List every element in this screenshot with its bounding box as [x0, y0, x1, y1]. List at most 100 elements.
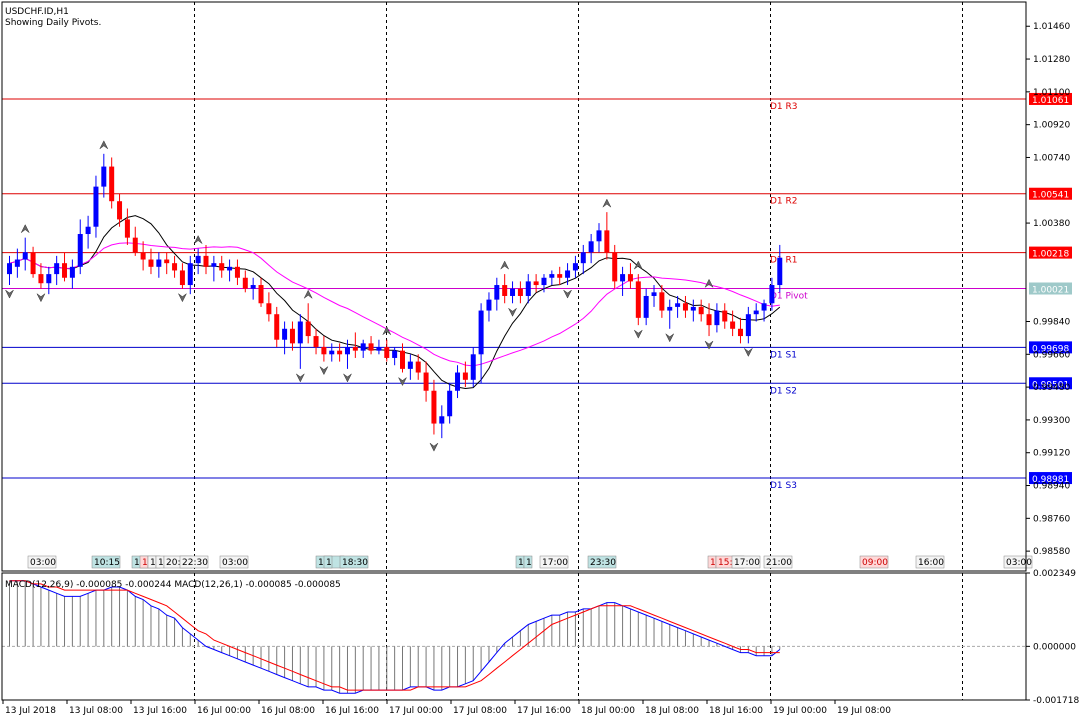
candle-bear [698, 306, 704, 315]
candle-bear [533, 281, 539, 286]
x-tick-label: 13 Jul 16:00 [133, 706, 187, 716]
candle-bear [164, 259, 170, 264]
candle-bear [352, 347, 358, 351]
fractal-up-arrow [20, 224, 30, 233]
candle-bear [234, 266, 240, 278]
macd-y-tick-label: 0.002349 [1033, 569, 1076, 579]
y-tick-label: 0.99660 [1033, 350, 1070, 360]
y-tick-label: 1.01280 [1033, 55, 1070, 65]
candle-bull [329, 350, 335, 355]
fractal-down-arrow [429, 442, 439, 452]
candle-bear [289, 328, 295, 344]
pivot-lines: D1 R3 1.01061 D1 R2 1.00541 D1 R1 1.00218 D1 P… [2, 92, 1072, 491]
time-tag: 1 [710, 558, 716, 568]
candle-bull [195, 255, 201, 264]
candle-bull [470, 354, 476, 380]
candles [7, 153, 783, 439]
pivot-label: D1 R2 [770, 197, 798, 207]
candle-bull [93, 186, 99, 227]
candle-bull [187, 263, 193, 286]
candle-bull [101, 166, 107, 187]
y-tick-label: 1.01100 [1033, 88, 1070, 98]
time-tag: 03:00 [222, 558, 248, 568]
y-tick-label: 0.99300 [1033, 416, 1070, 426]
fractal-up-arrow [500, 260, 509, 270]
price-tag-bg [1029, 377, 1072, 390]
candle-bull [282, 328, 288, 340]
candle-bull [455, 372, 461, 391]
candle-bull [211, 263, 217, 267]
axes: 1.01460 1.01280 1.01100 1.00920 1.00740 1.003… [1, 1, 1070, 716]
time-tag-bg [179, 555, 209, 569]
fractals [5, 140, 753, 452]
candle-bull [46, 274, 52, 284]
y-tick-label: 1.00380 [1033, 219, 1070, 229]
x-tick-label: 18 Jul 00:00 [581, 706, 635, 716]
fractal-down-arrow [36, 293, 46, 303]
candle-bear [635, 281, 641, 318]
time-tag-bg [1003, 555, 1033, 569]
fractal-up-arrow [602, 198, 612, 208]
candle-bull [69, 266, 75, 278]
price-tag: 1.00541 [1032, 191, 1069, 201]
time-tag: 21:00 [766, 558, 792, 568]
time-tag-bg [27, 555, 57, 569]
main-pane-frame [1, 1, 1027, 572]
fractal-down-arrow [634, 329, 643, 339]
macd-title: MACD(12,26,9) -0.000085 -0.000244 MACD(1… [5, 580, 341, 590]
candle-bull [7, 263, 12, 275]
candle-bull [588, 241, 594, 253]
candle-bear [258, 285, 264, 304]
x-tick-label: 18 Jul 16:00 [709, 706, 763, 716]
candle-bull [761, 303, 767, 311]
candle-bear [172, 263, 178, 271]
time-tag: 17:00 [542, 558, 568, 568]
candle-bear [431, 390, 437, 424]
time-tag: 03:00 [1006, 558, 1032, 568]
candle-bull [572, 263, 578, 271]
candle-bear [62, 263, 68, 278]
time-tags: 03:0010:1515:11120:22:3003:0015:118:3011… [27, 555, 1033, 569]
candle-bull [392, 350, 398, 358]
candle-bear [517, 288, 523, 296]
symbol-title: USDCHF.ID,H1 [5, 7, 69, 17]
fractal-up-arrow [382, 326, 392, 335]
candle-bear [321, 347, 327, 355]
candle-bull [580, 252, 586, 264]
x-tick-label: 13 Jul 08:00 [69, 706, 123, 716]
candle-bull [525, 281, 531, 296]
time-tag: 17:00 [734, 558, 760, 568]
y-tick-label: 0.99840 [1033, 317, 1070, 327]
time-tag: 15: [718, 558, 732, 568]
candle-bull [675, 303, 681, 307]
candle-bear [203, 255, 209, 267]
candle-bull [596, 230, 602, 242]
time-tag: 1 [158, 558, 164, 568]
candle-bull [376, 347, 382, 351]
time-tag-bg [323, 555, 333, 569]
macd-pane-frame [1, 572, 1027, 701]
candle-bear [179, 270, 185, 286]
fractal-down-arrow [319, 366, 329, 376]
candle-bull [447, 390, 453, 417]
candle-bear [124, 219, 130, 238]
macd-pane: 0.002349 0.000000 -0.001718 [2, 569, 1079, 706]
time-tag: 1 [326, 558, 332, 568]
candle-bear [722, 310, 728, 322]
candle-bull [745, 314, 751, 337]
fractal-down-arrow [704, 340, 714, 350]
time-tag-bg [91, 555, 121, 569]
time-tag: 1 [526, 558, 532, 568]
fractal-down-arrow [563, 289, 572, 299]
candle-bull [344, 347, 350, 355]
candle-bear [706, 314, 712, 326]
fractal-up-arrow [193, 235, 203, 244]
y-tick-label: 0.98760 [1033, 514, 1070, 524]
time-tag: 1 [518, 558, 524, 568]
candle-bull [494, 285, 500, 300]
candle-bear [219, 263, 225, 271]
pivot-label: D1 S2 [770, 386, 797, 396]
